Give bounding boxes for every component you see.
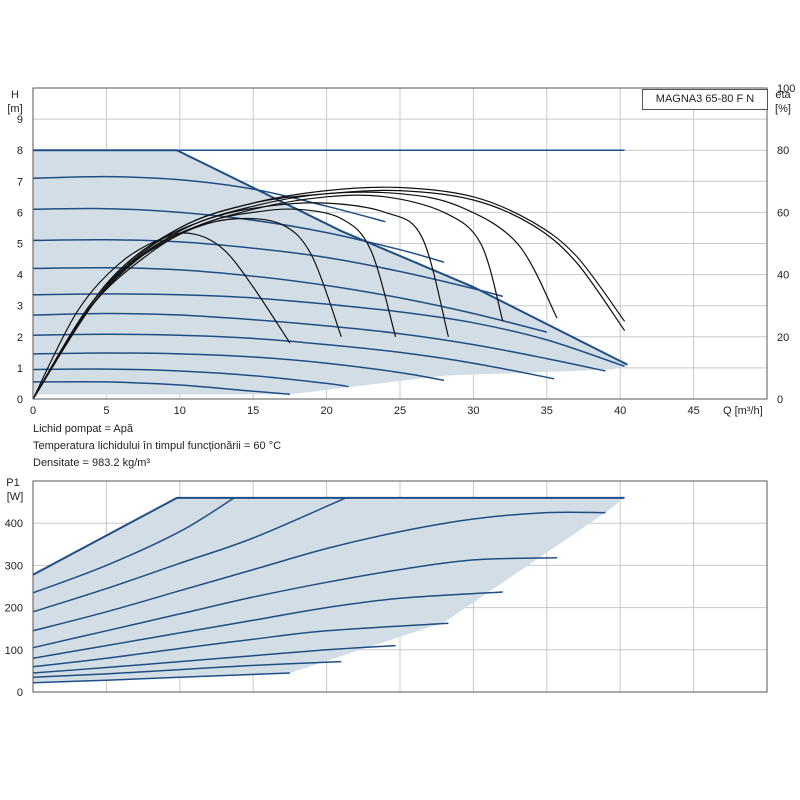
head-xtick-label: 30 [467, 405, 479, 417]
power-curve-3 [32, 497, 346, 613]
head-operating-area [33, 150, 628, 395]
head-max-curve [33, 149, 628, 366]
efficiency-curve-8 [32, 186, 626, 400]
eta-axis-label: eta [775, 89, 791, 101]
head-curve-10 [32, 368, 349, 388]
power-curve-7 [32, 622, 449, 668]
head-ytick-label: 0 [17, 394, 23, 406]
head-ytick-label: 4 [17, 270, 23, 282]
power-ytick-label: 300 [5, 560, 23, 572]
head-curve-2 [32, 175, 386, 223]
head-curve-3 [32, 207, 445, 263]
power-curve-1 [32, 496, 625, 576]
eta-tick-label: 80 [777, 145, 789, 157]
head-xtick-label: 5 [103, 405, 109, 417]
head-curve-5 [32, 266, 547, 333]
power-axis-label: P1 [6, 477, 19, 489]
power-axis-unit: [W] [7, 491, 24, 503]
head-curve-11 [32, 380, 290, 396]
head-ytick-label: 8 [17, 145, 23, 157]
info-pumped-liquid: Lichid pompat = Apă [33, 423, 133, 435]
eta-tick-label: 0 [777, 394, 783, 406]
eta-tick-label: 100 [777, 83, 795, 95]
efficiency-curve-1 [32, 232, 291, 400]
head-curve-4 [32, 238, 503, 298]
power-ytick-label: 400 [5, 518, 23, 530]
eta-tick-label: 60 [777, 207, 789, 219]
head-xtick-label: 15 [247, 405, 259, 417]
power-ytick-label: 200 [5, 603, 23, 615]
head-plot-frame [32, 87, 768, 400]
head-curve-9 [32, 352, 445, 382]
head-curve-6 [32, 293, 625, 368]
pump-model-label: MAGNA3 65-80 F N [642, 89, 768, 110]
head-xtick-label: 35 [541, 405, 553, 417]
eta-tick-label: 40 [777, 270, 789, 282]
eta-axis-unit: [%] [775, 103, 791, 115]
power-curve-2 [32, 497, 235, 594]
head-ytick-label: 3 [17, 301, 23, 313]
power-operating-area [33, 497, 625, 684]
head-curve-7 [32, 312, 606, 372]
head-xtick-label: 45 [687, 405, 699, 417]
head-xtick-label: 40 [614, 405, 626, 417]
power-ytick-label: 100 [5, 645, 23, 657]
power-plot-frame [32, 480, 768, 693]
eta-tick-label: 20 [777, 332, 789, 344]
head-ytick-label: 1 [17, 363, 23, 375]
head-xtick-label: 25 [394, 405, 406, 417]
head-ytick-label: 2 [17, 332, 23, 344]
head-axis-unit: [m] [7, 103, 22, 115]
head-xtick-label: 20 [320, 405, 332, 417]
power-curve-9 [32, 660, 342, 678]
power-curve-10 [32, 672, 290, 684]
head-ytick-label: 7 [17, 176, 23, 188]
head-curve-8 [32, 333, 555, 380]
info-density: Densitate = 983.2 kg/m³ [33, 457, 151, 469]
power-curve-6 [32, 591, 503, 659]
power-ytick-label: 0 [17, 687, 23, 699]
power-curve-5 [32, 557, 558, 649]
power-curve-8 [32, 644, 396, 674]
head-axis-label: H [11, 89, 19, 101]
flow-axis-label: Q [m³/h] [723, 405, 763, 417]
head-ytick-label: 9 [17, 114, 23, 126]
head-ytick-label: 5 [17, 239, 23, 251]
info-liquid-temperature: Temperatura lichidului în timpul funcțio… [33, 440, 282, 452]
power-curve-4 [32, 511, 606, 632]
head-ytick-label: 6 [17, 207, 23, 219]
head-xtick-label: 0 [30, 405, 36, 417]
head-xtick-label: 10 [174, 405, 186, 417]
